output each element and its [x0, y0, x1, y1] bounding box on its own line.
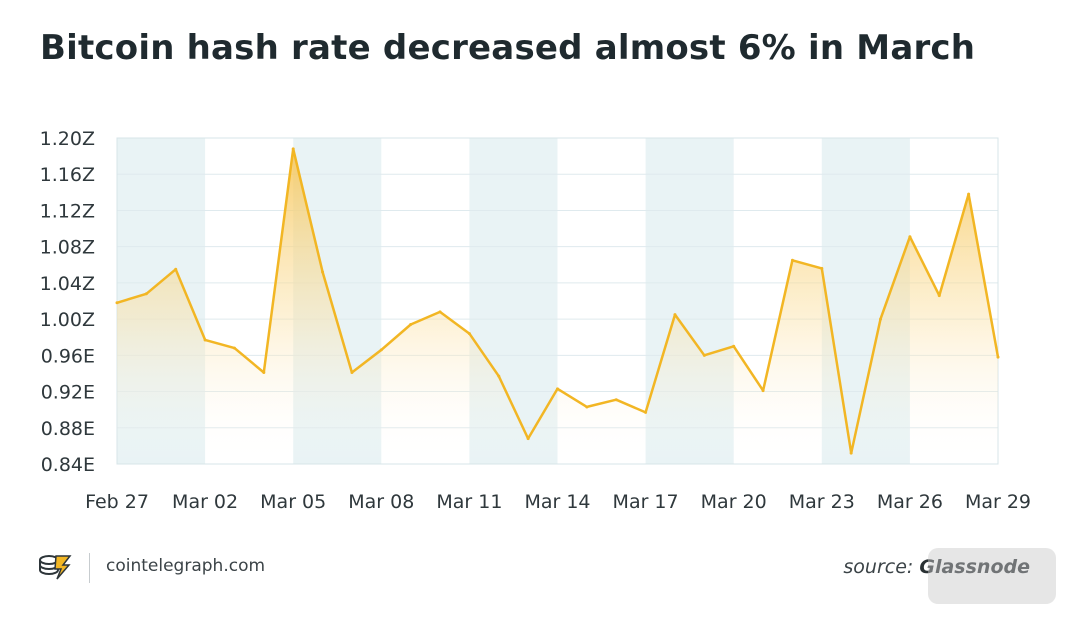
data-point	[438, 310, 442, 314]
y-tick-label: 1.00Z	[40, 309, 95, 331]
chart-title: Bitcoin hash rate decreased almost 6% in…	[40, 28, 976, 68]
data-point	[467, 332, 471, 336]
data-point	[732, 344, 736, 348]
data-point	[556, 387, 559, 391]
x-tick-label: Mar 14	[524, 491, 590, 513]
y-tick-label: 1.12Z	[40, 200, 95, 222]
data-point	[967, 192, 971, 196]
data-point	[174, 267, 178, 271]
data-point	[614, 398, 618, 402]
data-point	[379, 348, 383, 352]
data-point	[144, 292, 148, 296]
x-tick-label: Mar 02	[172, 491, 238, 513]
watermark-badge	[928, 548, 1056, 604]
y-axis-ticks: 0.84E 0.88E 0.92E 0.96E 1.00Z 1.04Z 1.08Z 1.12Z…	[40, 128, 95, 476]
x-tick-label: Mar 29	[965, 491, 1031, 513]
y-tick-label: 1.16Z	[40, 164, 95, 186]
footer-divider	[89, 553, 90, 583]
x-tick-label: Mar 05	[260, 491, 326, 513]
y-tick-label: 1.20Z	[40, 128, 95, 150]
data-point	[702, 353, 706, 357]
data-point	[203, 338, 207, 342]
data-point	[232, 346, 236, 350]
data-point	[585, 405, 589, 409]
x-tick-label: Mar 20	[701, 491, 767, 513]
footer-site-link[interactable]: cointelegraph.com	[106, 556, 266, 576]
y-tick-label: 1.04Z	[40, 273, 95, 295]
x-tick-label: Mar 23	[789, 491, 855, 513]
y-tick-label: 0.92E	[41, 382, 95, 404]
data-point	[350, 371, 354, 375]
series-layer	[115, 147, 1000, 464]
data-point	[996, 355, 1000, 359]
data-point	[497, 374, 501, 378]
x-tick-label: Mar 11	[436, 491, 502, 513]
data-point	[321, 270, 325, 274]
x-tick-label: Mar 08	[348, 491, 414, 513]
y-tick-label: 0.84E	[41, 454, 95, 476]
data-point	[526, 437, 530, 441]
data-point	[820, 266, 824, 270]
data-point	[409, 323, 413, 327]
data-point	[291, 147, 295, 151]
source-prefix: source:	[843, 556, 920, 578]
x-tick-label: Feb 27	[85, 491, 149, 513]
data-point	[644, 410, 648, 414]
data-point	[849, 451, 853, 455]
source-name: Glassnode	[919, 556, 1030, 578]
data-point	[761, 389, 765, 393]
series-area	[117, 148, 998, 464]
footer-source: source: Glassnode	[843, 556, 1030, 578]
data-point	[262, 371, 266, 375]
cointelegraph-logo-icon	[38, 552, 74, 582]
y-tick-label: 1.08Z	[40, 237, 95, 259]
x-axis-ticks: Feb 27 Mar 02 Mar 05 Mar 08 Mar 11 Mar 14 Mar …	[85, 491, 1031, 513]
data-point	[790, 258, 794, 262]
x-tick-label: Mar 26	[877, 491, 943, 513]
data-point	[673, 313, 677, 317]
x-tick-label: Mar 17	[613, 491, 679, 513]
data-point	[115, 301, 119, 305]
y-tick-label: 0.88E	[41, 418, 95, 440]
data-point	[879, 317, 883, 321]
data-point	[937, 294, 941, 298]
data-point	[908, 235, 912, 239]
y-tick-label: 0.96E	[41, 345, 95, 367]
